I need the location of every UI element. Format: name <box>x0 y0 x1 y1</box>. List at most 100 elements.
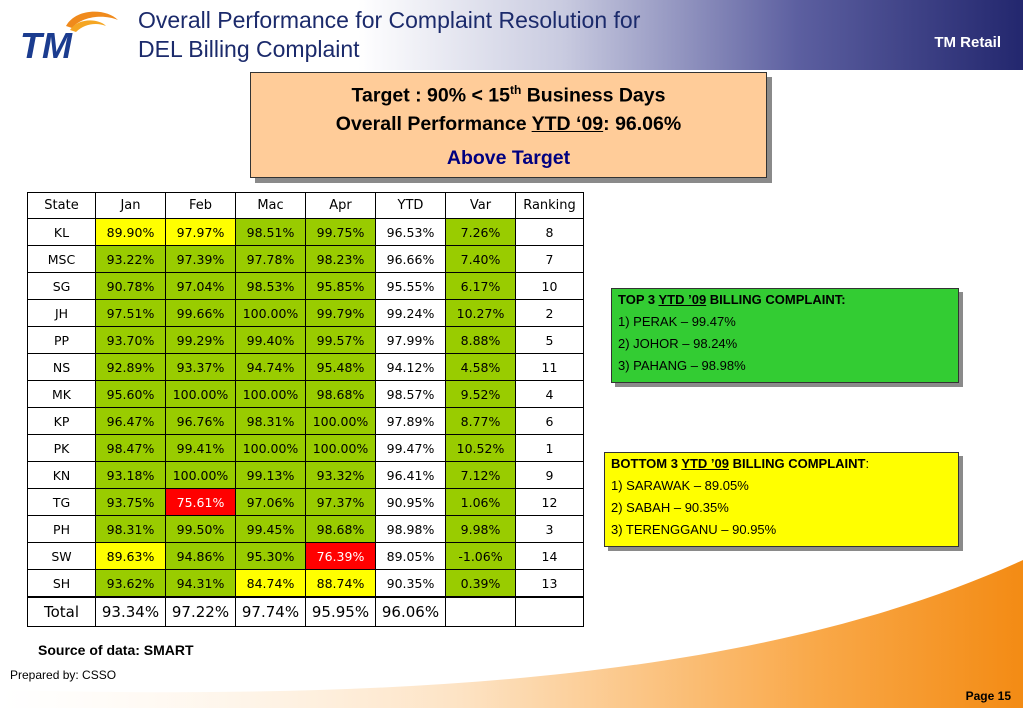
table-cell: 5 <box>515 326 584 354</box>
table-cell: 97.51% <box>95 299 166 327</box>
state-cell: SH <box>27 569 96 598</box>
table-row: MK 95.60% 100.00% 100.00% 98.68% 98.57% 9.52% 4 <box>27 380 584 408</box>
top-3-heading-prefix: TOP 3 <box>618 292 659 307</box>
table-row: SW 89.63% 94.86% 95.30% 76.39% 89.05% -1.06% 14 <box>27 542 584 570</box>
table-cell: 100.00% <box>165 380 236 408</box>
table-row: MSC 93.22% 97.39% 97.78% 98.23% 96.66% 7.40% 7 <box>27 245 584 273</box>
table-cell: 12 <box>515 488 584 516</box>
table-row: TG 93.75% 75.61% 97.06% 97.37% 90.95% 1.06% 12 <box>27 488 584 516</box>
table-cell: 93.22% <box>95 245 166 273</box>
table-cell: 98.23% <box>305 245 376 273</box>
table-cell: 89.05% <box>375 542 446 570</box>
table-cell: 98.31% <box>95 515 166 543</box>
table-cell: 11 <box>515 353 584 381</box>
state-cell: JH <box>27 299 96 327</box>
column-header: YTD <box>375 192 446 219</box>
top-3-heading-suffix: BILLING COMPLAINT: <box>706 292 846 307</box>
table-cell: 10 <box>515 272 584 300</box>
list-item: 1) SARAWAK – 89.05% <box>611 478 749 493</box>
target-superscript: th <box>509 83 522 97</box>
table-cell: 97.04% <box>165 272 236 300</box>
table-cell: 98.57% <box>375 380 446 408</box>
table-cell: 99.47% <box>375 434 446 462</box>
orange-swoosh <box>0 560 1023 708</box>
target-line: Target : 90% < 15th Business Days <box>251 73 766 107</box>
table-cell: 96.47% <box>95 407 166 435</box>
table-row: KL 89.90% 97.97% 98.51% 99.75% 96.53% 7.26% 8 <box>27 218 584 246</box>
table-cell: 76.39% <box>305 542 376 570</box>
table-cell: 99.75% <box>305 218 376 246</box>
header-band <box>0 0 1023 70</box>
table-cell: 97.37% <box>305 488 376 516</box>
table-cell: 90.95% <box>375 488 446 516</box>
table-cell: 96.66% <box>375 245 446 273</box>
column-header: State <box>27 192 96 219</box>
total-cell <box>515 596 584 627</box>
column-header: Mac <box>235 192 306 219</box>
brand-label: TM Retail <box>934 34 1001 51</box>
table-cell: 97.06% <box>235 488 306 516</box>
table-cell: 100.00% <box>165 461 236 489</box>
table-cell: 99.40% <box>235 326 306 354</box>
table-cell: 99.41% <box>165 434 236 462</box>
page-title: Overall Performance for Complaint Resolu… <box>138 6 758 64</box>
table-cell: 13 <box>515 569 584 598</box>
state-cell: PK <box>27 434 96 462</box>
table-cell: 93.70% <box>95 326 166 354</box>
table-cell: 8.88% <box>445 326 516 354</box>
source-note: Source of data: SMART <box>38 642 194 658</box>
table-cell: 94.31% <box>165 569 236 598</box>
table-cell: 93.32% <box>305 461 376 489</box>
top-3-heading-ytd: YTD ’09 <box>658 292 707 307</box>
state-cell: SG <box>27 272 96 300</box>
table-cell: 100.00% <box>235 299 306 327</box>
table-cell: 99.66% <box>165 299 236 327</box>
table-cell: 100.00% <box>305 407 376 435</box>
target-unit: Business Days <box>521 84 666 107</box>
table-cell: 88.74% <box>305 569 376 598</box>
table-row: NS 92.89% 93.37% 94.74% 95.48% 94.12% 4.58% 11 <box>27 353 584 381</box>
table-cell: 10.27% <box>445 299 516 327</box>
list-item: 1) PERAK – 99.47% <box>618 314 736 329</box>
table-cell: 7.26% <box>445 218 516 246</box>
table-cell: 92.89% <box>95 353 166 381</box>
table-cell: 7.40% <box>445 245 516 273</box>
bottom-3-heading: BOTTOM 3 YTD ’09 BILLING COMPLAINT: <box>611 453 952 475</box>
top-3-box: TOP 3 YTD ’09 BILLING COMPLAINT: 1) PERA… <box>611 288 959 383</box>
column-header: Jan <box>95 192 166 219</box>
table-cell: 99.13% <box>235 461 306 489</box>
column-header: Ranking <box>515 192 584 219</box>
table-cell: 6.17% <box>445 272 516 300</box>
table-row: KN 93.18% 100.00% 99.13% 93.32% 96.41% 7.12% 9 <box>27 461 584 489</box>
table-cell: 97.99% <box>375 326 446 354</box>
table-row: SH 93.62% 94.31% 84.74% 88.74% 90.35% 0.39% 13 <box>27 569 584 598</box>
bottom-3-box: BOTTOM 3 YTD ’09 BILLING COMPLAINT: 1) S… <box>604 452 959 547</box>
table-cell: 7.12% <box>445 461 516 489</box>
total-cell: 97.74% <box>235 596 306 627</box>
state-cell: KP <box>27 407 96 435</box>
total-cell: 95.95% <box>305 596 376 627</box>
table-cell: 97.97% <box>165 218 236 246</box>
table-cell: 1.06% <box>445 488 516 516</box>
table-cell: 99.45% <box>235 515 306 543</box>
table-cell: 98.98% <box>375 515 446 543</box>
column-header: Apr <box>305 192 376 219</box>
table-cell: 93.18% <box>95 461 166 489</box>
bottom-3-heading-colon: : <box>865 456 870 471</box>
table-cell: 84.74% <box>235 569 306 598</box>
table-cell: 96.76% <box>165 407 236 435</box>
bottom-3-heading-prefix: BOTTOM 3 <box>611 456 682 471</box>
ytd-label: YTD ‘09 <box>531 113 604 135</box>
table-cell: 95.85% <box>305 272 376 300</box>
table-cell: 4 <box>515 380 584 408</box>
state-cell: KL <box>27 218 96 246</box>
prepared-by: Prepared by: CSSO <box>10 668 117 682</box>
table-cell: 7 <box>515 245 584 273</box>
overall-performance-line: Overall Performance YTD ‘09: 96.06% <box>251 107 766 141</box>
table-cell: 97.89% <box>375 407 446 435</box>
page-number: Page 15 <box>965 689 1011 703</box>
total-cell: 97.22% <box>165 596 236 627</box>
table-cell: 10.52% <box>445 434 516 462</box>
state-cell: PP <box>27 326 96 354</box>
total-cell: 93.34% <box>95 596 166 627</box>
